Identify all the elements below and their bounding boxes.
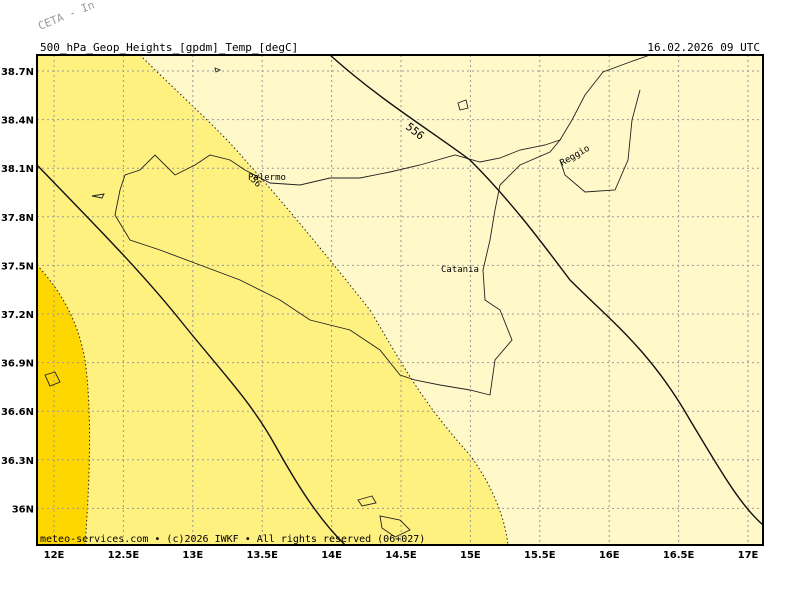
y-tick-label: 37.8N bbox=[1, 213, 34, 224]
y-tick-label: 38.4N bbox=[1, 116, 34, 127]
x-tick-label: 17E bbox=[738, 550, 759, 561]
height-contour bbox=[36, 164, 346, 546]
watermark: CETA - In bbox=[36, 0, 96, 33]
y-tick-label: 36.6N bbox=[1, 407, 34, 418]
map-area: 556 56 Palermo Catania Reggio meteo-serv… bbox=[36, 54, 764, 546]
warm-region bbox=[37, 265, 90, 545]
x-tick-label: 15E bbox=[460, 550, 481, 561]
x-tick-label: 12E bbox=[44, 550, 65, 561]
place-label: Catania bbox=[441, 265, 479, 275]
y-tick-label: 36.3N bbox=[1, 456, 34, 467]
y-tick-label: 36.9N bbox=[1, 359, 34, 370]
header-time: 16.02.2026 09 UTC bbox=[647, 41, 760, 54]
islands bbox=[44, 67, 469, 538]
header-title: 500_hPa_Geop_Heights_[gpdm]_Temp_[degC] bbox=[40, 41, 298, 54]
x-tick-label: 14E bbox=[321, 550, 342, 561]
x-tick-label: 14.5E bbox=[385, 550, 417, 561]
y-tick-label: 38.1N bbox=[1, 164, 34, 175]
mid-region bbox=[37, 55, 508, 545]
x-tick-label: 12.5E bbox=[108, 550, 140, 561]
coast-calabria bbox=[559, 54, 651, 193]
x-tick-label: 15.5E bbox=[524, 550, 556, 561]
x-tick-label: 16.5E bbox=[663, 550, 695, 561]
isotherm bbox=[139, 54, 509, 546]
x-tick-label: 16E bbox=[599, 550, 620, 561]
place-label: Palermo bbox=[248, 173, 286, 183]
x-tick-label: 13E bbox=[182, 550, 203, 561]
x-tick-label: 13.5E bbox=[246, 550, 278, 561]
frame bbox=[36, 54, 764, 546]
y-tick-label: 37.2N bbox=[1, 310, 34, 321]
footer: meteo-services.com • (c)2026 IWKF • All … bbox=[40, 534, 425, 545]
height-contour bbox=[329, 54, 764, 526]
y-tick-label: 36N bbox=[12, 504, 34, 515]
y-tick-label: 38.7N bbox=[1, 67, 34, 78]
coast-sicily bbox=[114, 139, 562, 396]
y-tick-label: 37.5N bbox=[1, 261, 34, 272]
